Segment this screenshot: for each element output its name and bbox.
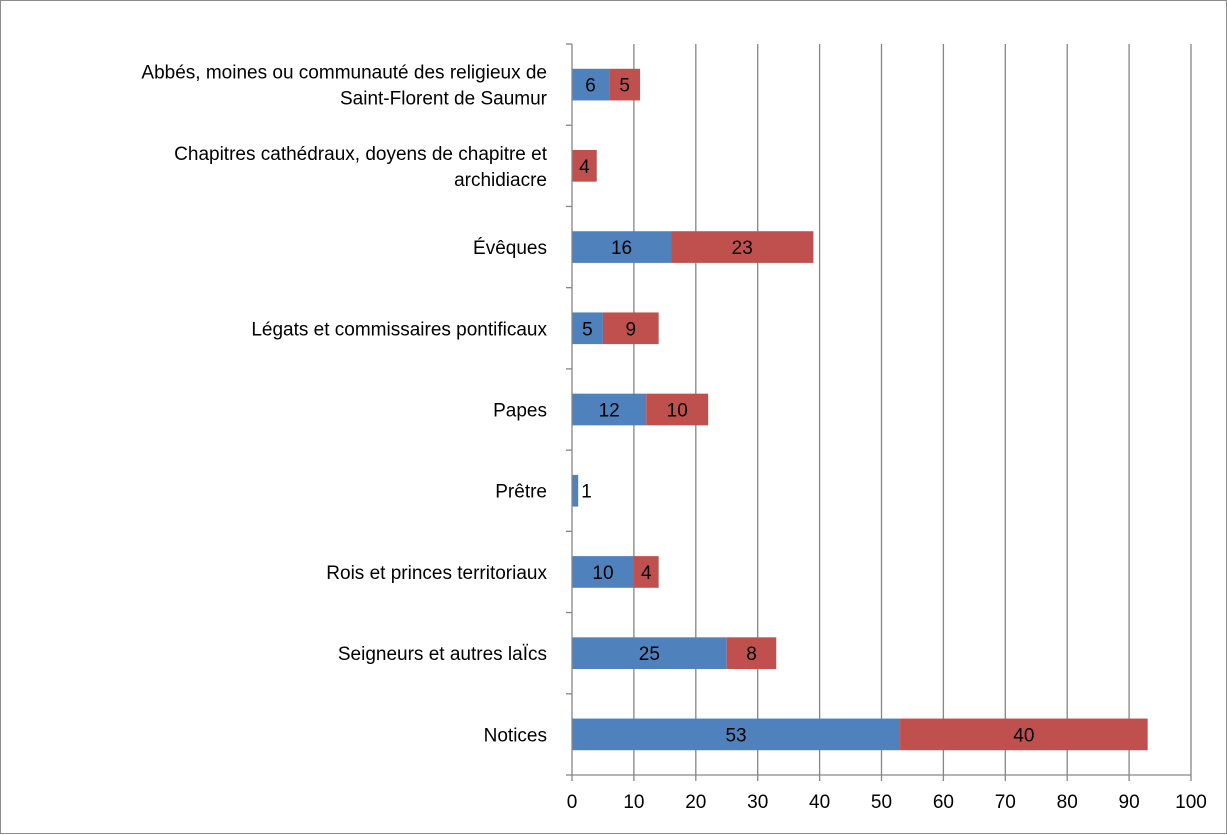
bar-series2	[572, 149, 597, 182]
category-label: Chapitres cathédraux, doyens de chapitre…	[174, 144, 548, 191]
data-label-series1: 25	[639, 644, 660, 665]
bar-series1	[572, 556, 634, 588]
category-label-line: Rois et princes territoriaux	[326, 563, 547, 584]
bar-series1	[572, 393, 647, 426]
x-tick-label: 60	[933, 792, 954, 813]
category-label-line: archidiacre	[454, 170, 547, 191]
bars	[572, 68, 1148, 751]
category-label-line: Prêtre	[495, 482, 547, 503]
x-tick-label: 100	[1175, 792, 1207, 813]
data-label-series1: 53	[725, 725, 746, 746]
data-label-series1: 5	[582, 319, 593, 340]
data-label-series2: 4	[579, 157, 590, 178]
category-label: Évêques	[473, 238, 547, 259]
bar-series1	[572, 68, 610, 101]
category-label: Prêtre	[495, 482, 547, 503]
bar-series2	[602, 312, 659, 345]
axes	[566, 43, 1192, 781]
x-tick-label: 20	[685, 792, 706, 813]
data-label-series1: 6	[585, 76, 596, 97]
x-tick-label: 80	[1057, 792, 1078, 813]
category-label-line: Seigneurs et autres laÏcs	[338, 644, 547, 665]
data-label-series2: 8	[746, 644, 757, 665]
category-label-line: Abbés, moines ou communauté des religieu…	[141, 63, 547, 84]
bar-series1	[572, 231, 672, 263]
category-label: Seigneurs et autres laÏcs	[338, 644, 547, 665]
data-label-series1: 16	[611, 238, 632, 259]
x-tick-label: 70	[995, 792, 1016, 813]
data-label-series1: 1	[581, 482, 592, 503]
bar-series2	[671, 231, 814, 263]
category-label-line: Papes	[493, 401, 547, 422]
category-label-line: Chapitres cathédraux, doyens de chapitre…	[174, 144, 548, 165]
category-label-line: Saint-Florent de Saumur	[340, 89, 548, 110]
category-label: Abbés, moines ou communauté des religieu…	[141, 63, 547, 110]
bar-series2	[726, 637, 777, 670]
bar-series2	[900, 718, 1148, 751]
data-label-series1: 10	[592, 563, 613, 584]
bar-series1	[572, 718, 901, 751]
x-tick-label: 0	[567, 792, 578, 813]
data-label-series2: 4	[641, 563, 652, 584]
labels: 0 10 20 30 40 50 60 70 80 90 100 6 5 Abbés, moines ou…	[141, 63, 1206, 813]
category-label-line: Notices	[484, 725, 547, 746]
bar-series1	[572, 637, 727, 670]
x-tick-label: 50	[871, 792, 892, 813]
data-label-series2: 10	[667, 401, 688, 422]
bar-series2	[646, 393, 709, 426]
bar-series2	[633, 556, 659, 588]
data-label-series1: 12	[599, 401, 620, 422]
grid-lines	[633, 44, 1192, 775]
x-tick-label: 30	[747, 792, 768, 813]
data-label-series2: 23	[732, 238, 753, 259]
category-label: Notices	[484, 725, 547, 746]
category-label: Légats et commissaires pontificaux	[251, 319, 547, 340]
x-tick-label: 10	[623, 792, 644, 813]
data-label-series2: 5	[619, 76, 630, 97]
category-label: Rois et princes territoriaux	[326, 563, 547, 584]
category-label-line: Légats et commissaires pontificaux	[251, 319, 547, 340]
category-label-line: Évêques	[473, 238, 547, 259]
x-tick-label: 40	[809, 792, 830, 813]
bar-series1	[572, 312, 603, 345]
bar-series2	[609, 68, 641, 101]
data-label-series2: 9	[626, 319, 637, 340]
category-label: Papes	[493, 401, 547, 422]
bar-series1	[572, 474, 579, 507]
x-tick-label: 90	[1119, 792, 1140, 813]
data-label-series2: 40	[1013, 725, 1034, 746]
